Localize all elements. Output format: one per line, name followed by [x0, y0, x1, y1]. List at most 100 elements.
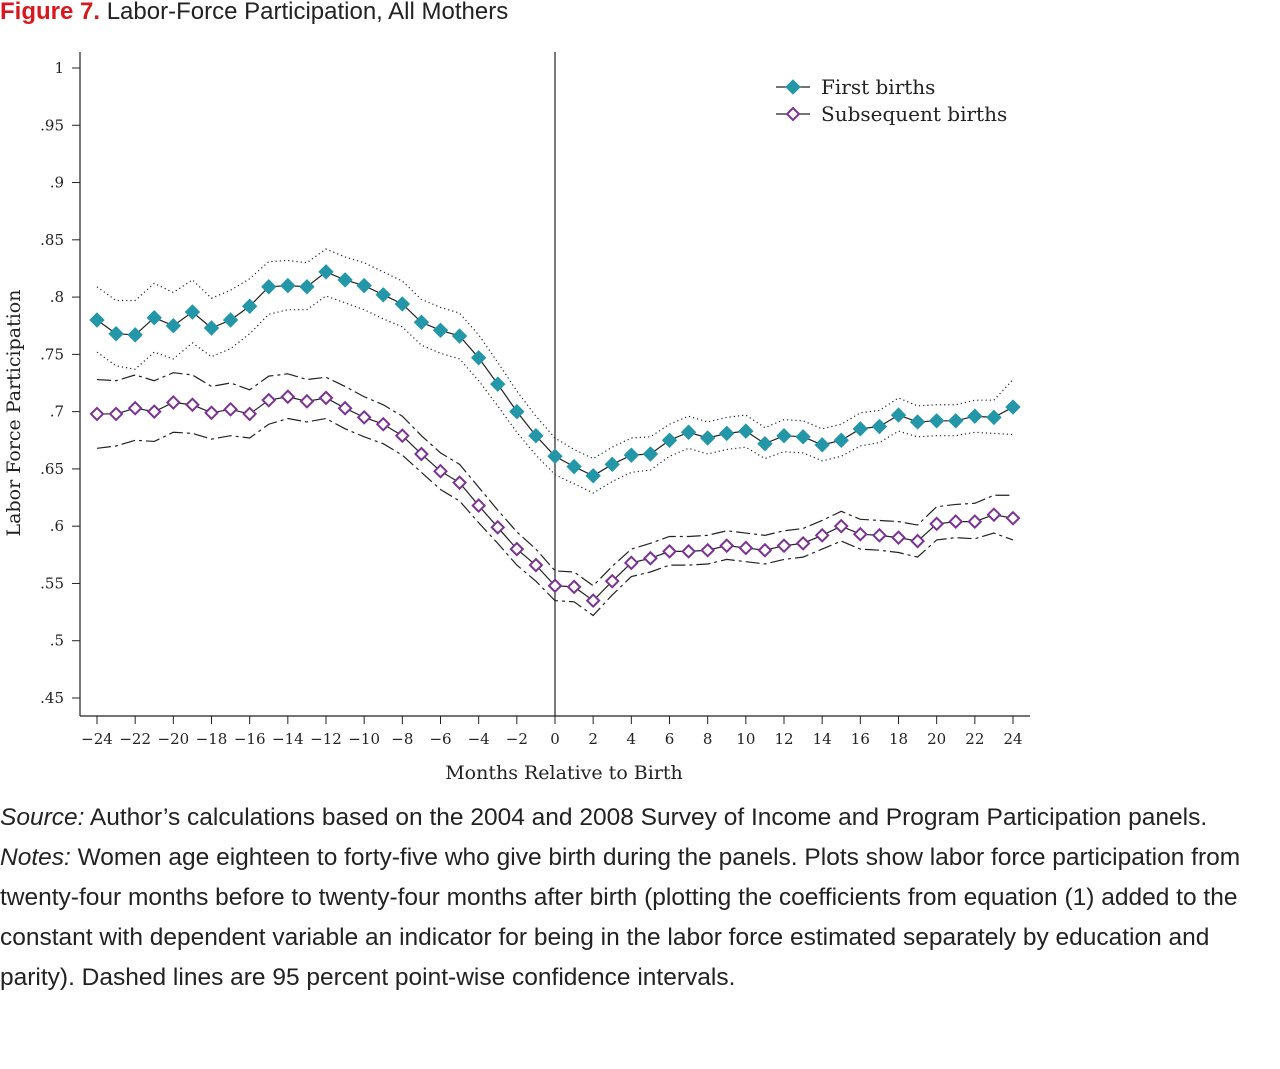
notes-lead: Notes: [0, 844, 71, 871]
figure-notes: Source: Author’s calculations based on t… [0, 798, 1278, 998]
notes-note: Notes: Women age eighteen to forty-five … [0, 838, 1278, 998]
first-births-marker [222, 312, 239, 328]
first-births-marker [451, 328, 468, 344]
first-births-marker [490, 376, 506, 392]
subsequent-births-marker [299, 393, 315, 409]
first-births-marker [833, 432, 849, 448]
first-births-marker [852, 421, 869, 437]
subsequent-births-marker [948, 514, 964, 530]
first-births-marker [967, 408, 983, 424]
subsequent-births-ci-lower-line [96, 417, 1014, 617]
subsequent-births-marker [738, 540, 754, 556]
first-births-marker [948, 413, 964, 429]
figure-title-text: Labor-Force Participation, All Mothers [106, 0, 509, 25]
subsequent-births-marker [108, 406, 124, 422]
subsequent-births-marker [662, 543, 677, 559]
x-tick-label: 2 [588, 730, 598, 748]
x-tick-label: −14 [272, 730, 304, 748]
subsequent-births-marker [547, 578, 563, 594]
subsequent-births-marker [795, 535, 811, 551]
first-births-marker [566, 458, 582, 475]
first-births-marker [337, 272, 353, 288]
y-tick-label: .5 [50, 632, 64, 650]
subsequent-births-marker [337, 400, 353, 416]
subsequent-births-marker [223, 401, 238, 417]
first-births-marker [699, 430, 716, 446]
x-tick-label: −24 [81, 730, 113, 748]
first-births-marker [165, 318, 182, 334]
x-tick-label: 18 [889, 730, 908, 748]
first-births-marker [547, 448, 563, 465]
subsequent-births-marker [929, 516, 945, 532]
subsequent-births-marker [891, 530, 906, 546]
first-births-marker [623, 447, 640, 463]
y-tick-label: .9 [50, 174, 64, 192]
series-markers [89, 264, 1021, 609]
subsequent-births-marker [1005, 510, 1021, 526]
x-tick-label: 24 [1003, 730, 1022, 748]
subsequent-births-marker [89, 406, 105, 422]
subsequent-births-marker [814, 527, 830, 543]
first-births-marker [986, 409, 1002, 426]
chart-axes: .45.5.55.6.65.7.75.8.85.9.951−24 −22 −20 −1… [40, 52, 1030, 748]
x-tick-label: −2 [506, 730, 528, 748]
first-births-marker [280, 277, 296, 294]
subsequent-births-marker [852, 526, 868, 542]
x-tick-label: 22 [965, 730, 984, 748]
subsequent-births-marker [872, 527, 887, 543]
subsequent-births-marker [986, 507, 1002, 523]
first-births-marker [814, 437, 830, 453]
subsequent-births-marker [318, 390, 334, 406]
x-tick-label: 16 [851, 730, 870, 748]
y-tick-label: .85 [40, 231, 64, 249]
subsequent-births-marker [604, 573, 620, 589]
figure-title: Figure 7. Labor-Force Participation, All… [0, 0, 508, 26]
first-births-marker [184, 304, 201, 320]
subsequent-births-marker [433, 463, 448, 479]
x-tick-label: −8 [391, 730, 413, 748]
first-births-marker [203, 320, 220, 336]
y-tick-label: .8 [50, 288, 64, 306]
subsequent-births-marker [185, 397, 200, 413]
subsequent-births-marker [452, 475, 467, 491]
x-tick-label: 14 [813, 730, 832, 748]
y-tick-label: .7 [50, 403, 64, 421]
first-births-ci-lower-line [96, 295, 1014, 494]
first-births-marker [146, 310, 162, 326]
first-births-marker [413, 314, 430, 330]
x-tick-label: −20 [158, 730, 190, 748]
first-births-marker [680, 424, 697, 440]
x-axis-title: Months Relative to Birth [445, 762, 683, 784]
y-axis-title: Labor Force Participation [3, 290, 25, 537]
subsequent-births-marker [585, 593, 601, 609]
x-tick-label: −10 [348, 730, 380, 748]
subsequent-births-marker [509, 541, 525, 557]
first-births-marker [261, 279, 277, 295]
figure-label: Figure 7. [0, 0, 101, 25]
x-tick-label: −16 [234, 730, 266, 748]
subsequent-births-marker [394, 428, 410, 444]
source-lead: Source: [0, 804, 85, 831]
subsequent-births-marker [471, 498, 487, 513]
subsequent-births-marker [681, 543, 696, 559]
legend-label-subsequent-births: Subsequent births [821, 102, 1007, 126]
first-births-marker [318, 264, 334, 280]
first-births-marker [738, 423, 754, 439]
subsequent-births-marker [204, 405, 219, 421]
subsequent-births-marker [643, 550, 658, 566]
first-births-marker [871, 418, 888, 435]
x-tick-label: 10 [736, 730, 755, 748]
y-tick-label: .75 [40, 345, 64, 363]
first-births-marker [719, 425, 735, 442]
subsequent-births-marker [414, 446, 429, 462]
subsequent-births-marker [165, 395, 181, 410]
subsequent-births-marker [700, 542, 716, 558]
confidence-interval-lines [96, 248, 1014, 617]
first-births-marker [394, 296, 411, 312]
first-births-marker [776, 427, 792, 444]
first-births-marker [375, 287, 391, 303]
x-tick-label: −4 [468, 730, 490, 748]
subsequent-births-marker [967, 514, 983, 530]
first-births-ci-upper-line [96, 248, 1014, 460]
first-births-marker [470, 350, 487, 366]
